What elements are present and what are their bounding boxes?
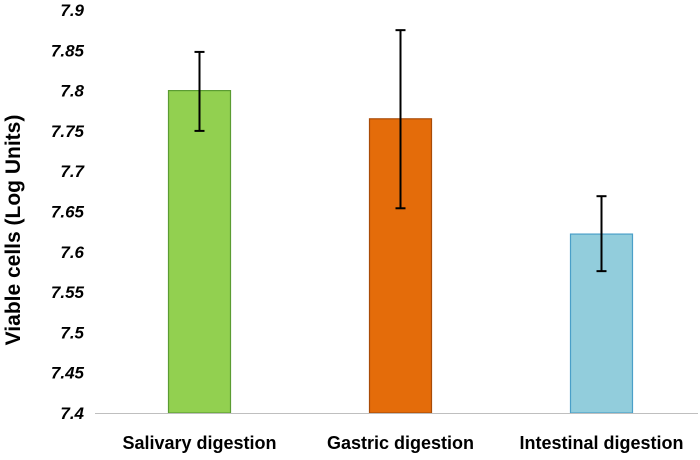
y-tick-label: 7.6 [60,243,84,262]
y-tick-label: 7.75 [51,122,85,141]
error-bars [194,29,607,273]
x-category-label: Intestinal digestion [519,433,683,453]
y-axis-title: Viable cells (Log Units) [2,115,25,346]
bar [167,89,232,414]
y-tick-label: 7.5 [60,323,84,342]
error-bar [194,50,205,132]
y-tick-label: 7.55 [51,283,85,302]
y-tick-label: 7.65 [51,203,85,222]
y-tick-labels: 7.4 7.45 7.5 7.55 7.6 7.65 7.7 7.75 7.8 7.85 7.9 [51,1,86,423]
error-bar [395,29,406,210]
y-tick-label: 7.45 [51,364,85,383]
x-category-label: Salivary digestion [122,433,276,453]
y-tick-label: 7.8 [60,82,84,101]
error-bar [596,195,607,273]
x-category-label: Gastric digestion [327,433,474,453]
y-tick-label: 7.4 [60,404,84,423]
y-tick-label: 7.7 [60,162,85,181]
x-category-labels: Salivary digestion Gastric digestion Intes… [122,433,683,453]
y-tick-label: 7.85 [51,41,85,60]
y-tick-label: 7.9 [60,1,84,20]
